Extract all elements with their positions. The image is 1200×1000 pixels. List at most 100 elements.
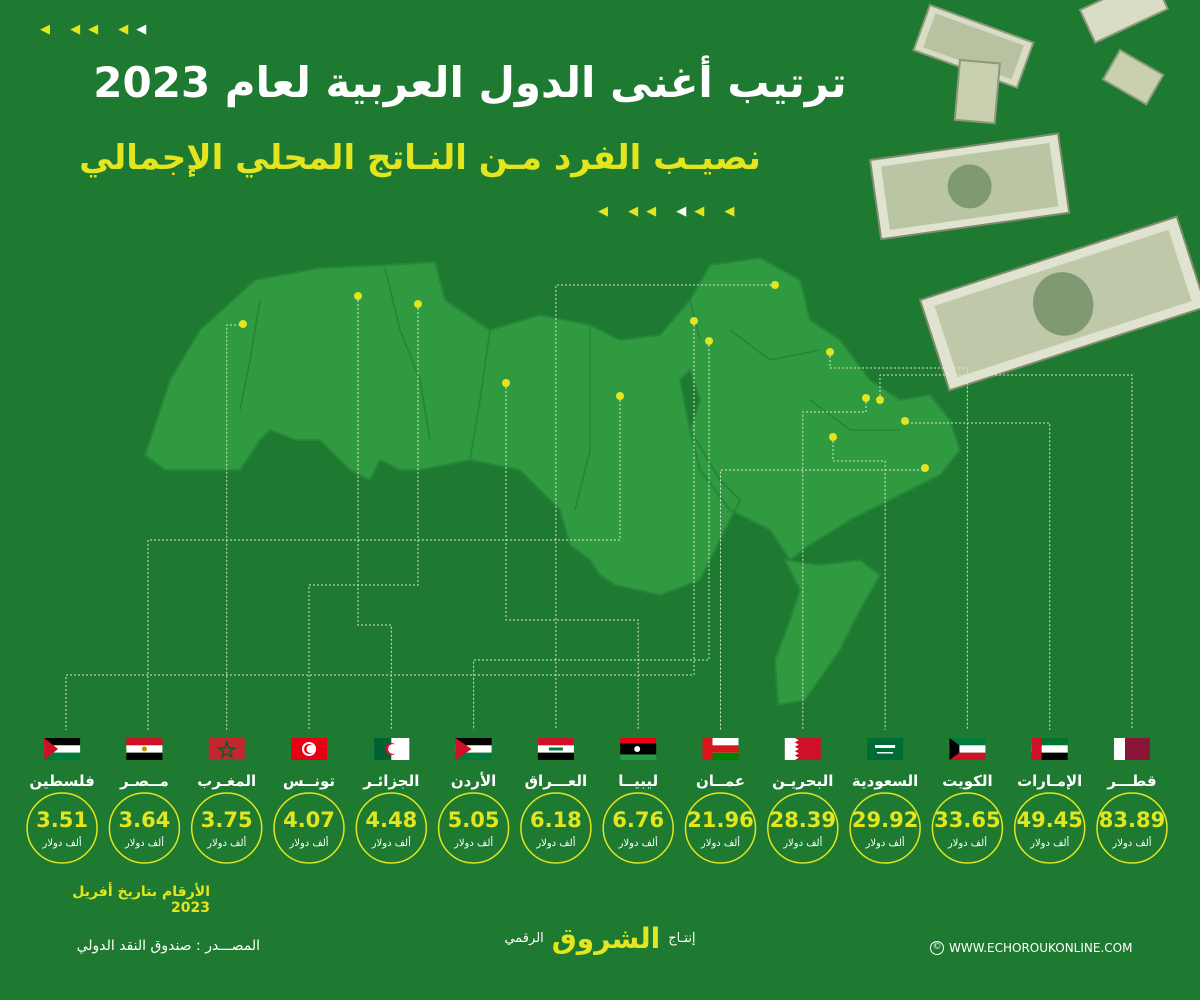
- data-label: 6.76: [612, 808, 664, 832]
- data-label: 3.75: [201, 808, 253, 832]
- source-note: المصـــدر : صندوق النقد الدولي: [76, 938, 260, 954]
- unit-label: ألف دولار: [288, 836, 328, 849]
- decorative-arrows-bottom: ◀ ◀◀ ◀◀ ◀: [598, 204, 743, 219]
- page-subtitle: نصيـب الفرد مـن النـاتج المحلي الإجمالي: [79, 138, 761, 178]
- connector-line: [879, 374, 1133, 730]
- data-label: 83.89: [1099, 808, 1165, 832]
- unit-label: ألف دولار: [947, 836, 987, 849]
- flag-bahrain-icon: [784, 738, 821, 760]
- unit-label: ألف دولار: [371, 836, 411, 849]
- flag-saudi-icon: [867, 738, 904, 760]
- data-label: 4.07: [283, 808, 335, 832]
- flag-palestine-icon: [44, 738, 81, 760]
- value-circle: [1096, 792, 1168, 864]
- flag-libya-icon: [620, 738, 657, 760]
- data-label: 33.65: [934, 808, 1000, 832]
- map-border-2: [469, 329, 491, 461]
- country-label: المغـرب: [197, 772, 256, 790]
- country-label: العـــراق: [525, 772, 588, 790]
- data-label: 29.92: [852, 808, 918, 832]
- data-label: 3.64: [118, 808, 170, 832]
- website[interactable]: © WWW.ECHOROUKONLINE.COM: [930, 941, 1132, 955]
- value-circle: [355, 792, 428, 864]
- unit-label: ألف دولار: [865, 836, 905, 849]
- flag-tunisia-icon: [291, 738, 327, 760]
- map-border-3: [574, 325, 591, 511]
- map-marker: [829, 433, 837, 441]
- data-label: 3.51: [36, 808, 88, 832]
- unit-label: ألف دولار: [1029, 836, 1069, 849]
- data-label: 4.48: [365, 808, 417, 832]
- map-marker: [616, 392, 624, 400]
- map-marker: [705, 337, 713, 345]
- map-marker: [690, 317, 698, 325]
- data-label: 21.96: [687, 808, 753, 832]
- connector-line: [65, 321, 695, 730]
- flag-jordan-icon: [455, 738, 492, 760]
- connector-line: [357, 296, 392, 730]
- map-marker: [502, 379, 510, 387]
- flag-morocco-icon: [208, 738, 245, 760]
- connector-line: [802, 398, 867, 730]
- unit-label: ألف دولار: [535, 836, 575, 849]
- unit-label: ألف دولار: [618, 836, 658, 849]
- connector-line: [829, 352, 968, 730]
- value-circle: [520, 792, 592, 864]
- country-label: ليبيــا: [618, 772, 658, 790]
- value-circle: [437, 792, 510, 864]
- data-label: 49.45: [1016, 808, 1082, 832]
- country-label: تونــس: [283, 772, 335, 790]
- value-circle: [931, 792, 1004, 864]
- country-label: فلسطين: [29, 772, 94, 790]
- data-label: 5.05: [448, 808, 500, 832]
- value-circle: [684, 792, 757, 864]
- flag-uae-icon: [1031, 738, 1068, 760]
- website-url[interactable]: WWW.ECHOROUKONLINE.COM: [949, 941, 1133, 955]
- flag-iraq-icon: [537, 738, 574, 760]
- unit-label: ألف دولار: [124, 836, 164, 849]
- page-title: ترتيب أغنى الدول العربية لعام 2023: [93, 58, 847, 107]
- map-border-0: [239, 299, 261, 411]
- connector-line: [832, 437, 886, 730]
- country-label: السعودية: [852, 772, 918, 790]
- value-circle: [26, 792, 98, 864]
- country-label: الجزائـر: [362, 772, 419, 790]
- unit-label: ألف دولار: [700, 836, 740, 849]
- unit-label: ألف دولار: [782, 836, 822, 849]
- data-label: 28.39: [770, 808, 836, 832]
- brand-logo: الشروق: [551, 922, 661, 955]
- decorative-arrows-top: ◀ ◀◀ ◀◀: [40, 22, 155, 37]
- map-marker: [901, 417, 909, 425]
- connector-line: [473, 341, 710, 730]
- country-label: الأردن: [451, 772, 496, 790]
- value-circle: [1013, 792, 1086, 864]
- unit-label: ألف دولار: [206, 836, 246, 849]
- value-circle: [767, 792, 839, 864]
- map-border-5: [729, 329, 821, 361]
- flag-oman-icon: [702, 738, 739, 760]
- country-label: قطـــر: [1106, 772, 1156, 790]
- value-circle: [108, 792, 181, 864]
- map-marker: [354, 292, 362, 300]
- unit-label: ألف دولار: [42, 836, 82, 849]
- map-marker: [862, 394, 870, 402]
- production-credit: إنتـاج الشروق الرقمي: [490, 922, 710, 955]
- unit-label: ألف دولار: [453, 836, 493, 849]
- map-marker: [771, 281, 779, 289]
- data-label: 6.18: [530, 808, 582, 832]
- map-marker: [414, 300, 422, 308]
- digital-label: الرقمي: [504, 931, 544, 946]
- value-circle: [273, 792, 345, 864]
- country-label: الإمـارات: [1017, 772, 1082, 790]
- flag-algeria-icon: [373, 738, 410, 760]
- flag-qatar-icon: [1114, 738, 1150, 760]
- map-marker: [239, 320, 247, 328]
- money-bills-illustration: [868, 0, 1200, 392]
- country-label: البحريـن: [772, 772, 833, 790]
- map-marker: [921, 464, 929, 472]
- value-circle: [849, 792, 921, 864]
- unit-label: ألف دولار: [1111, 836, 1151, 849]
- flag-egypt-icon: [126, 738, 163, 760]
